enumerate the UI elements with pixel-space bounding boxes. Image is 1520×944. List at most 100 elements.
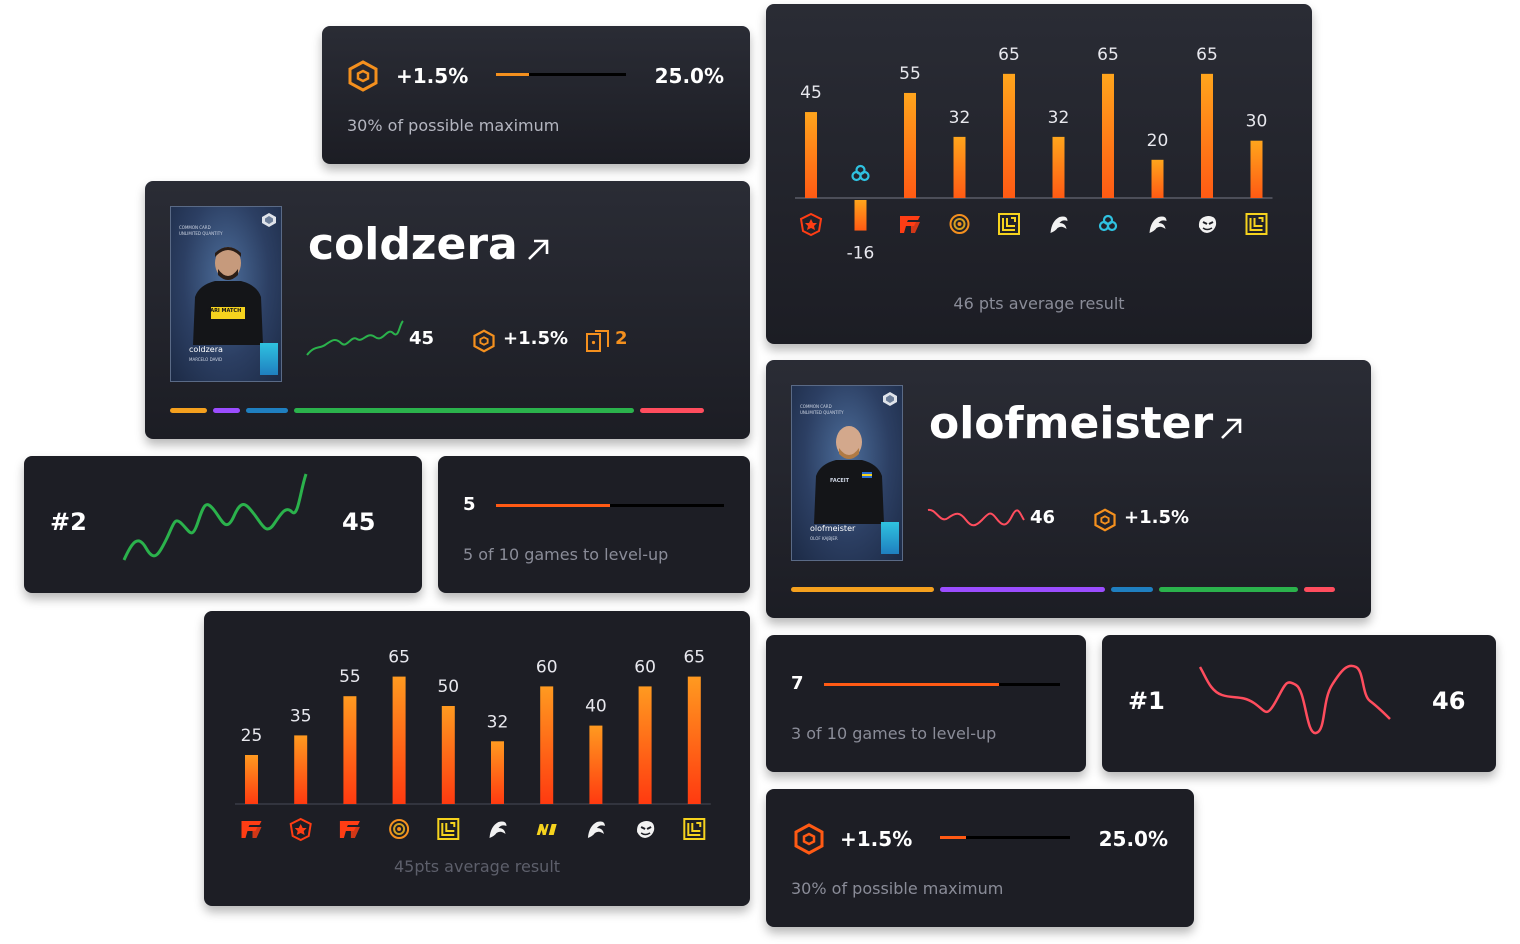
chart-caption: 46 pts average result: [953, 294, 1125, 313]
gambit-icon: [799, 212, 823, 237]
bar-label: 45: [800, 83, 822, 103]
stat-segments: [170, 408, 725, 413]
chart-bar: [294, 735, 308, 804]
faze-icon: [241, 821, 262, 838]
chart-bar: [1003, 73, 1015, 198]
stat-segment: [940, 587, 1105, 592]
bar-label: 32: [1048, 108, 1070, 128]
card-real-name: MARCELO DAVID: [189, 357, 223, 362]
stat-segment: [294, 408, 635, 413]
progress-caption: 30% of possible maximum: [347, 116, 560, 135]
results-chart-card-bottom: 25 35 55 65 50 32 60 40 60 65 45pts average resul…: [204, 611, 750, 906]
player-card-coldzera[interactable]: COMMON CARD UNLIMITED QUANTITY PARI MATC…: [145, 181, 750, 439]
spirit-icon: [587, 821, 605, 838]
bar-label: 32: [949, 108, 971, 128]
change-value: +1.5%: [1124, 507, 1190, 528]
results-chart: 25 35 55 65 50 32 60 40 60 65: [235, 648, 711, 842]
chart-bar: [904, 92, 916, 198]
player-trading-card[interactable]: COMMON CARD UNLIMITED QUANTITY PARI MATC…: [170, 206, 282, 382]
chart-bar: [540, 686, 554, 804]
chart-bar: [638, 686, 652, 804]
level-progress-fill: [496, 504, 610, 507]
card-quantity: UNLIMITED QUANTITY: [179, 231, 223, 236]
chart-bar: [343, 696, 357, 804]
spirit-icon: [489, 821, 507, 838]
level-progress-bar: [824, 683, 1060, 686]
hexagon-icon: [348, 60, 378, 92]
bar-label: 55: [339, 667, 361, 687]
cards-count: 2: [615, 328, 628, 349]
bar-label: 65: [388, 648, 410, 668]
sparkline-value: 45: [409, 328, 435, 349]
bar-label: 30: [1246, 112, 1268, 132]
results-chart-card-top: 45 -16 55 32 65 32 65 20 65 30 46 pts average res…: [766, 4, 1312, 344]
bar-label: 25: [241, 726, 263, 746]
chart-bar: [589, 725, 603, 804]
player-name[interactable]: olofmeister: [929, 398, 1214, 449]
bar-label: 40: [585, 697, 607, 717]
bar-label: 65: [1196, 45, 1218, 65]
sparkline-icon: [927, 508, 1025, 527]
cloud9-icon: [1098, 214, 1118, 232]
rank-trend-line: [1198, 664, 1391, 735]
player-photo: [193, 247, 263, 345]
faze-icon: [339, 821, 360, 838]
stat-segment: [1159, 587, 1298, 592]
change-value: +1.5%: [396, 64, 469, 88]
liquid-icon: [683, 818, 706, 840]
chart-bar: [854, 200, 867, 231]
card-type: COMMON CARD: [179, 225, 211, 230]
level-progress-fill: [824, 683, 999, 686]
chart-bar: [491, 741, 504, 804]
progress-bar: [940, 836, 1070, 839]
max-progress-card: +1.5% 25.0% 30% of possible maximum: [322, 26, 750, 164]
progress-fill: [940, 836, 966, 839]
card-quantity: UNLIMITED QUANTITY: [800, 410, 844, 415]
card-real-name: OLOF KAJBJER: [810, 536, 838, 541]
player-card-olofmeister[interactable]: COMMON CARD UNLIMITED QUANTITY FACEIT ol…: [766, 360, 1371, 618]
change-value: +1.5%: [840, 827, 913, 851]
card-sponsor: PARI MATCH: [207, 308, 242, 314]
hexagon-icon: [1094, 508, 1116, 532]
liquid-icon: [437, 818, 460, 840]
chart-bar: [687, 676, 701, 804]
external-link-icon[interactable]: [525, 237, 551, 263]
progress-fill: [496, 73, 529, 76]
liquid-icon: [998, 213, 1020, 235]
hexagon-icon: [473, 329, 495, 353]
rank-value: #2: [50, 508, 87, 536]
rank-score: 45: [342, 508, 376, 536]
progress-value: 25.0%: [654, 64, 724, 88]
level-value: 7: [791, 673, 804, 694]
player-trading-card[interactable]: COMMON CARD UNLIMITED QUANTITY FACEIT ol…: [791, 385, 903, 561]
ence-icon: [949, 214, 970, 234]
rank-value: #1: [1128, 687, 1165, 715]
stat-segment: [640, 408, 704, 413]
sparkline-value: 46: [1030, 507, 1056, 528]
hexagon-icon: [794, 823, 824, 855]
level-value: 5: [463, 494, 476, 515]
chart-bar: [1201, 73, 1213, 198]
navi-icon: [536, 824, 557, 835]
player-name[interactable]: coldzera: [308, 219, 518, 270]
progress-value: 25.0%: [1098, 827, 1168, 851]
level-caption: 5 of 10 games to level-up: [463, 545, 669, 564]
sparkline-icon: [306, 320, 404, 356]
rank-card: #1 46: [1102, 635, 1496, 772]
external-link-icon[interactable]: [1218, 416, 1244, 442]
chart-bar: [1102, 73, 1114, 198]
bar-label: 60: [634, 657, 656, 677]
chart-caption: 45pts average result: [393, 857, 561, 876]
gambit-icon: [289, 817, 312, 842]
stat-segment: [213, 408, 240, 413]
rank-card: #2 45: [24, 456, 422, 593]
card-type: COMMON CARD: [800, 404, 832, 409]
bar-label: -16: [847, 244, 875, 264]
bar-label: 32: [487, 712, 509, 732]
bar-label: 65: [998, 45, 1020, 65]
stat-segment: [245, 408, 289, 413]
card-logo-icon: [262, 213, 276, 227]
level-caption: 3 of 10 games to level-up: [791, 724, 997, 743]
card-player-name: olofmeister: [810, 524, 856, 533]
ence-icon: [389, 819, 410, 839]
